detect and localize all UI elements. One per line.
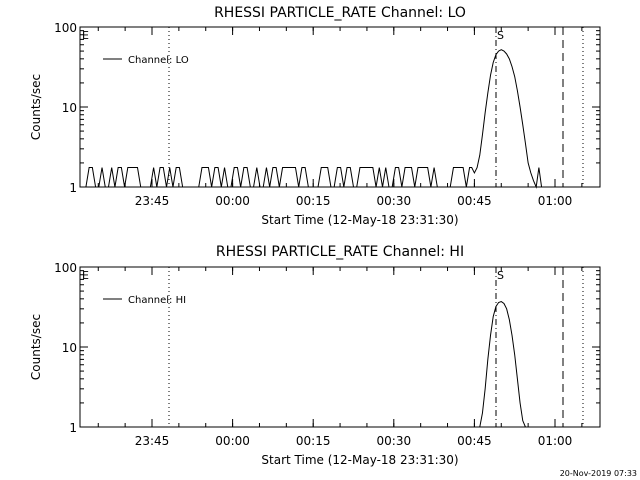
x-tick-label: 00:45 — [457, 434, 492, 448]
marker-s: S — [497, 269, 504, 282]
x-axis-label: Start Time (12-May-18 23:31:30) — [261, 213, 458, 227]
x-tick-label: 23:45 — [135, 434, 170, 448]
marker-e: E — [82, 29, 89, 42]
x-tick-label: 00:00 — [215, 194, 250, 208]
x-tick-label: 23:45 — [135, 194, 170, 208]
y-tick-label: 100 — [54, 21, 77, 35]
legend-entry: Channel: HI — [128, 295, 186, 306]
x-tick-label: 01:00 — [538, 194, 573, 208]
x-axis-label: Start Time (12-May-18 23:31:30) — [261, 453, 458, 467]
x-tick-label: 00:30 — [377, 434, 412, 448]
y-tick-label: 10 — [62, 341, 77, 355]
series-line — [479, 300, 526, 428]
x-tick-label: 00:15 — [296, 434, 331, 448]
panel-1 — [79, 26, 601, 189]
y-tick-label: 1 — [69, 181, 77, 195]
x-tick-label: 00:15 — [296, 194, 331, 208]
x-tick-label: 01:00 — [538, 434, 573, 448]
chart-title: RHESSI PARTICLE_RATE Channel: HI — [216, 244, 464, 260]
timestamp: 20-Nov-2019 07:33 — [560, 469, 637, 478]
chart-title: RHESSI PARTICLE_RATE Channel: LO — [214, 5, 466, 21]
x-tick-label: 00:45 — [457, 194, 492, 208]
plot-frame — [79, 266, 601, 428]
y-tick-label: 10 — [62, 101, 77, 115]
y-axis-label: Counts/sec — [29, 74, 43, 140]
panel-2 — [79, 266, 601, 428]
marker-e: E — [82, 269, 89, 282]
x-tick-label: 00:30 — [377, 194, 412, 208]
y-tick-label: 100 — [54, 261, 77, 275]
marker-s: S — [497, 29, 504, 42]
x-tick-label: 00:00 — [215, 434, 250, 448]
series-line — [85, 49, 545, 189]
legend-entry: Channel: LO — [128, 55, 189, 66]
plot-frame — [79, 26, 601, 188]
y-tick-label: 1 — [69, 421, 77, 435]
y-axis-label: Counts/sec — [29, 314, 43, 380]
